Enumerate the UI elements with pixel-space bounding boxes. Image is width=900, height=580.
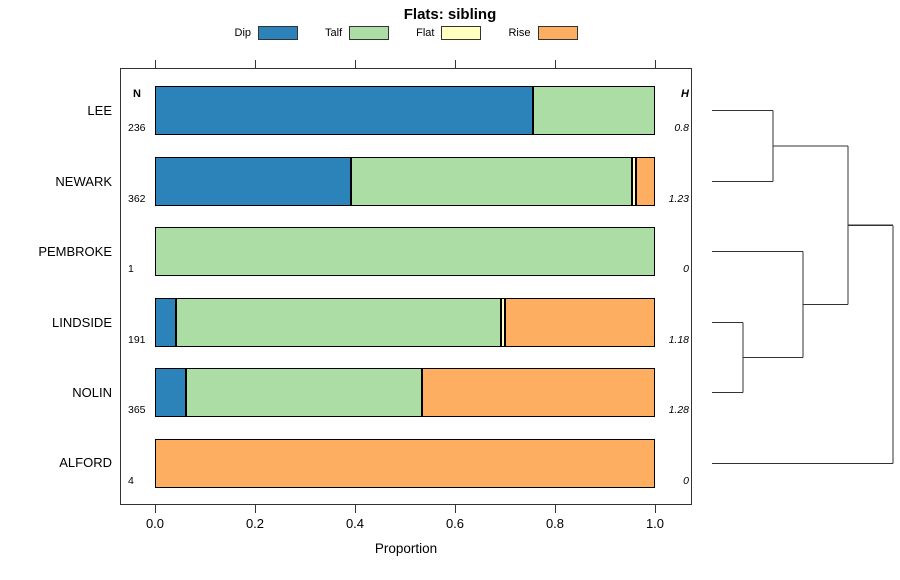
bar-segment-flat bbox=[632, 157, 636, 206]
legend: Dip Talf Flat Rise bbox=[120, 26, 692, 40]
legend-entry-rise: Rise bbox=[508, 26, 578, 40]
rise-color-swatch bbox=[537, 26, 578, 40]
bar-newark bbox=[155, 157, 655, 206]
row-label-newark: NEWARK bbox=[55, 174, 112, 189]
x-tick-label: 1.0 bbox=[645, 516, 665, 531]
bottom-tick bbox=[555, 505, 556, 513]
bar-segment-talf bbox=[533, 86, 655, 135]
legend-entry-dip: Dip bbox=[235, 26, 299, 40]
legend-label: Flat bbox=[416, 27, 435, 39]
n-value: 236 bbox=[128, 122, 146, 134]
row-label-lindside: LINDSIDE bbox=[52, 315, 112, 330]
bar-segment-rise bbox=[505, 298, 655, 347]
bar-lee bbox=[155, 86, 655, 135]
bottom-tick bbox=[355, 505, 356, 513]
bottom-tick bbox=[155, 505, 156, 513]
x-tick-label: 0.2 bbox=[245, 516, 265, 531]
top-tick bbox=[355, 60, 356, 68]
chart-title: Flats: sibling bbox=[403, 6, 497, 23]
bottom-tick bbox=[255, 505, 256, 513]
legend-label: Rise bbox=[508, 27, 531, 39]
top-tick bbox=[655, 60, 656, 68]
h-value: 1.18 bbox=[668, 334, 689, 346]
h-value: 0.8 bbox=[674, 122, 689, 134]
bar-segment-rise bbox=[636, 157, 655, 206]
flat-color-swatch bbox=[441, 26, 482, 40]
h-value: 0 bbox=[683, 263, 689, 275]
bar-segment-dip bbox=[155, 298, 176, 347]
top-tick bbox=[555, 60, 556, 68]
x-tick-label: 0.8 bbox=[545, 516, 565, 531]
x-tick-label: 0.4 bbox=[345, 516, 365, 531]
bar-segment-dip bbox=[155, 86, 533, 135]
row-label-alford: ALFORD bbox=[59, 455, 112, 470]
bar-nolin bbox=[155, 368, 655, 417]
talf-color-swatch bbox=[349, 26, 390, 40]
h-value: 1.23 bbox=[668, 193, 689, 205]
x-axis-title: Proportion bbox=[374, 541, 438, 556]
legend-label: Dip bbox=[234, 27, 252, 39]
bar-segment-talf bbox=[176, 298, 501, 347]
bar-segment-dip bbox=[155, 368, 186, 417]
bar-segment-talf bbox=[186, 368, 422, 417]
dip-color-swatch bbox=[258, 26, 299, 40]
bar-alford bbox=[155, 439, 655, 488]
top-tick bbox=[255, 60, 256, 68]
bar-segment-flat bbox=[501, 298, 505, 347]
plot-area bbox=[120, 68, 692, 505]
n-column-header: N bbox=[133, 88, 141, 100]
row-label-pembroke: PEMBROKE bbox=[38, 244, 112, 259]
n-value: 365 bbox=[128, 404, 146, 416]
legend-entry-talf: Talf bbox=[325, 26, 390, 40]
x-tick-label: 0.0 bbox=[145, 516, 165, 531]
top-tick bbox=[155, 60, 156, 68]
legend-label: Talf bbox=[325, 27, 343, 39]
h-column-header: H bbox=[681, 88, 689, 100]
row-label-lee: LEE bbox=[87, 103, 112, 118]
bottom-tick bbox=[655, 505, 656, 513]
bar-segment-rise bbox=[422, 368, 655, 417]
n-value: 1 bbox=[128, 263, 134, 275]
n-value: 191 bbox=[128, 334, 146, 346]
bar-segment-dip bbox=[155, 157, 351, 206]
bottom-tick bbox=[455, 505, 456, 513]
h-value: 0 bbox=[683, 475, 689, 487]
row-label-nolin: NOLIN bbox=[72, 385, 112, 400]
n-value: 4 bbox=[128, 475, 134, 487]
bar-lindside bbox=[155, 298, 655, 347]
bar-segment-talf bbox=[155, 227, 655, 276]
bar-pembroke bbox=[155, 227, 655, 276]
bar-segment-talf bbox=[351, 157, 632, 206]
top-tick bbox=[455, 60, 456, 68]
legend-entry-flat: Flat bbox=[416, 26, 482, 40]
h-value: 1.28 bbox=[668, 404, 689, 416]
bar-segment-rise bbox=[155, 439, 655, 488]
n-value: 362 bbox=[128, 193, 146, 205]
x-tick-label: 0.6 bbox=[445, 516, 465, 531]
